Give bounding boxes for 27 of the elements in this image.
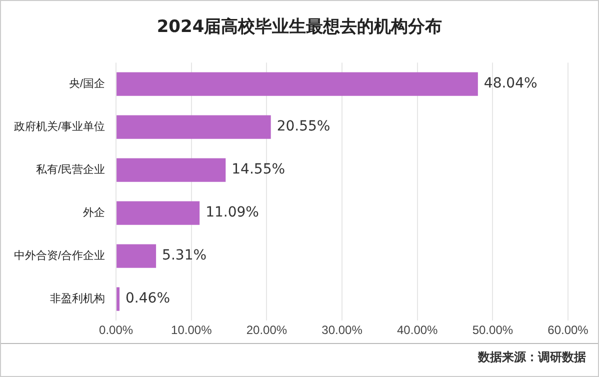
bar: [116, 287, 120, 311]
data-label: 11.09%: [206, 204, 259, 221]
y-tick-label: 中外合资/合作企业: [14, 249, 106, 262]
y-tick-label: 政府机关/事业单位: [14, 120, 106, 134]
data-label: 5.31%: [162, 248, 207, 264]
x-tick-label: 0.00%: [99, 323, 134, 338]
data-label: 20.55%: [276, 118, 330, 135]
data-label: 0.46%: [126, 290, 170, 307]
x-tick-label: 10.00%: [171, 323, 212, 338]
x-tick-label: 20.00%: [246, 323, 288, 338]
data-label: 48.04%: [484, 76, 538, 92]
x-tick-label: 30.00%: [322, 323, 363, 338]
y-tick-label: 外企: [83, 207, 106, 220]
bar: [116, 115, 271, 139]
x-tick-label: 60.00%: [548, 323, 589, 338]
bar: [116, 201, 200, 225]
bar: [116, 158, 226, 182]
chart-title: 2024届高校毕业生最想去的机构分布: [156, 16, 444, 38]
source-note: 数据来源：调研数据: [478, 349, 586, 366]
y-tick-label: 非盈利机构: [50, 292, 106, 306]
y-tick-label: 央/国企: [68, 77, 106, 90]
data-label: 14.55%: [232, 162, 286, 178]
x-tick-label: 40.00%: [397, 323, 438, 338]
y-tick-label: 私有/民营企业: [36, 163, 106, 176]
bar: [116, 72, 478, 96]
bar: [116, 244, 156, 268]
x-tick-label: 50.00%: [472, 323, 514, 338]
